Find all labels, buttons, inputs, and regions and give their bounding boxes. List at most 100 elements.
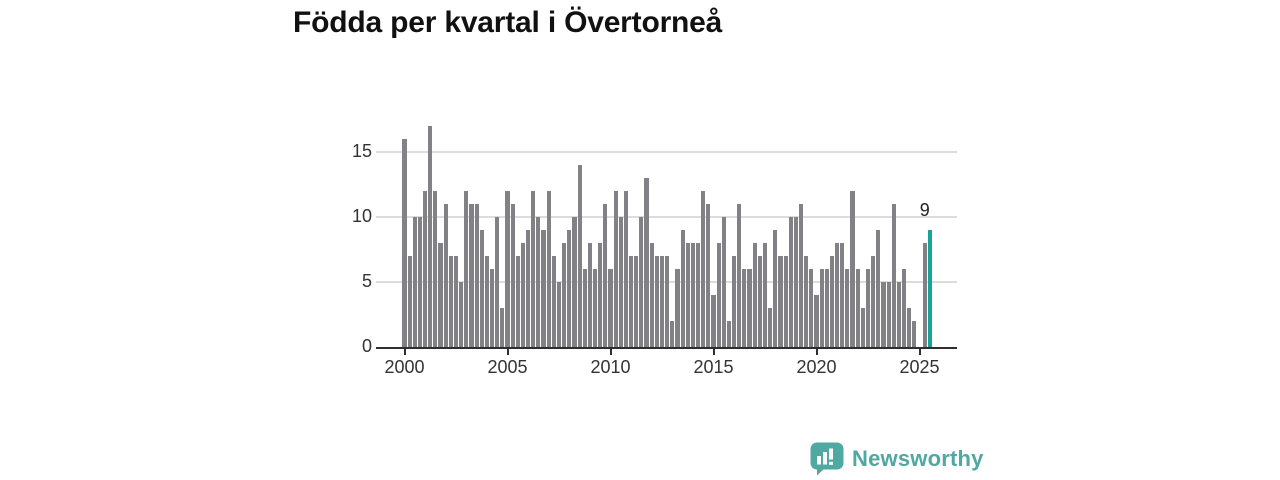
- bar: [891, 204, 896, 347]
- gridline-y15: [376, 151, 957, 153]
- bar: [438, 243, 443, 347]
- bar: [484, 256, 489, 347]
- bar: [768, 308, 773, 347]
- bar: [824, 269, 829, 347]
- bar: [515, 256, 520, 347]
- bar: [670, 321, 675, 347]
- bar: [829, 256, 835, 347]
- bar: [541, 230, 546, 347]
- bar: [701, 191, 706, 347]
- bar: [562, 243, 567, 347]
- newsworthy-bubble-chart-icon: [810, 442, 844, 476]
- bar: [752, 243, 757, 347]
- bar: [433, 191, 438, 347]
- bar: [536, 217, 541, 347]
- bar: [649, 243, 654, 347]
- y-axis-label: 0: [361, 336, 372, 356]
- bar: [721, 217, 726, 347]
- bar: [819, 269, 824, 347]
- bar: [860, 308, 865, 347]
- bar: [680, 230, 685, 347]
- x-axis-label: 2010: [590, 357, 631, 377]
- bar: [634, 256, 639, 347]
- bar: [582, 269, 587, 347]
- x-axis-tick: [403, 349, 406, 356]
- bar: [659, 256, 665, 347]
- bar: [773, 230, 778, 347]
- bar: [881, 282, 886, 347]
- bar: [845, 269, 850, 347]
- bar: [850, 191, 855, 347]
- bar: [592, 269, 598, 347]
- bar: [448, 256, 453, 347]
- bar: [876, 230, 881, 347]
- bar: [443, 204, 448, 347]
- x-axis-label: 2005: [487, 357, 528, 377]
- gridline-y10: [376, 216, 957, 218]
- bar: [551, 256, 556, 347]
- x-axis-tick: [815, 349, 818, 356]
- bar: [871, 256, 876, 347]
- bar: [788, 217, 793, 347]
- value-annotation: 9: [919, 200, 930, 220]
- bar: [423, 191, 428, 347]
- bar: [778, 256, 783, 347]
- bar: [546, 191, 551, 347]
- bar: [639, 217, 644, 347]
- bar: [726, 321, 732, 347]
- bar: [711, 295, 716, 347]
- bar: [798, 204, 804, 347]
- bar: [675, 269, 680, 347]
- bar: [896, 282, 901, 347]
- y-axis-label: 5: [361, 271, 372, 291]
- bar: [417, 217, 423, 347]
- bar: [489, 269, 495, 347]
- x-axis-label: 2025: [899, 357, 940, 377]
- bar: [855, 269, 860, 347]
- bar: [428, 126, 433, 347]
- bar: [742, 269, 747, 347]
- bar: [469, 204, 474, 347]
- bar: [757, 256, 762, 347]
- bar: [474, 204, 479, 347]
- bar: [690, 243, 695, 347]
- newsworthy-logo[interactable]: Newsworthy: [810, 442, 984, 476]
- bar: [732, 256, 737, 347]
- x-axis-tick: [712, 349, 715, 356]
- bar: [644, 178, 649, 347]
- bar: [510, 204, 515, 347]
- bar: [412, 217, 417, 347]
- bar: [572, 217, 577, 347]
- chart-title: Födda per kvartal i Övertorneå: [293, 6, 723, 39]
- bar: [912, 321, 917, 347]
- bar: [685, 243, 690, 347]
- bar: [835, 243, 840, 347]
- bar: [809, 269, 814, 347]
- bar: [567, 230, 572, 347]
- x-axis-label: 2000: [384, 357, 425, 377]
- bar: [500, 308, 505, 347]
- bar: [495, 217, 500, 347]
- bar: [479, 230, 484, 347]
- bar-highlight: [927, 230, 932, 347]
- bar: [886, 282, 891, 347]
- bar: [840, 243, 845, 347]
- x-axis-label: 2015: [693, 357, 734, 377]
- bar: [907, 308, 912, 347]
- bar: [407, 256, 412, 347]
- bar: [577, 165, 582, 347]
- bar: [804, 256, 809, 347]
- bar: [716, 243, 721, 347]
- bar: [526, 230, 531, 347]
- bar: [459, 282, 464, 347]
- bar: [865, 269, 871, 347]
- bar: [603, 204, 608, 347]
- bar: [587, 243, 592, 347]
- bar: [814, 295, 819, 347]
- bar: [520, 243, 526, 347]
- bar: [747, 269, 752, 347]
- bar: [464, 191, 469, 347]
- bar: [922, 243, 927, 347]
- bar: [737, 204, 742, 347]
